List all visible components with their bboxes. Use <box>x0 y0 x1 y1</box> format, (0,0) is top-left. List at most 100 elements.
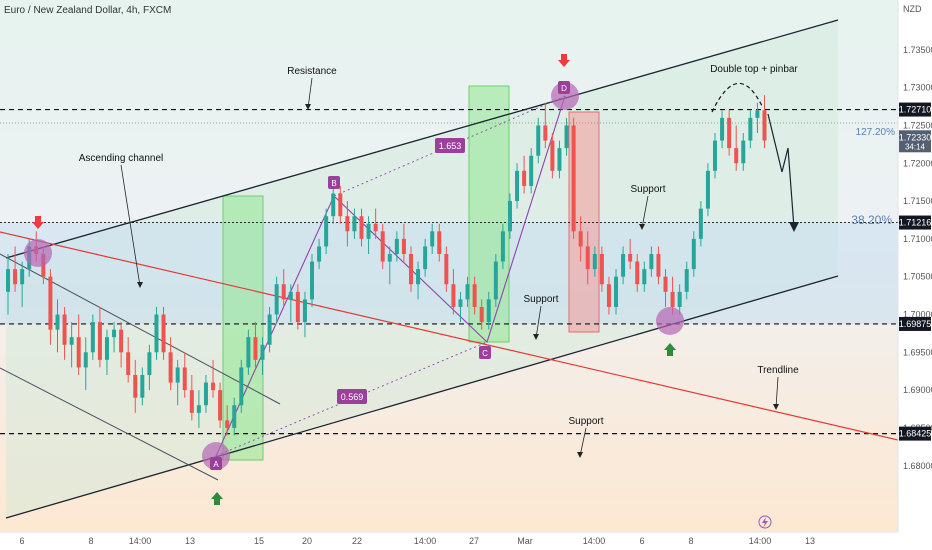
candle-body <box>232 405 237 428</box>
candle-body <box>267 314 272 345</box>
lightning-icon-glyph <box>762 517 768 528</box>
candle-body <box>246 337 251 368</box>
candle-body <box>536 125 541 156</box>
candle-body <box>458 299 463 307</box>
candle-body <box>189 390 194 413</box>
candle-body <box>112 329 117 338</box>
countdown-label: 34:14 <box>905 142 926 151</box>
candle-body <box>741 140 746 164</box>
ratio-label-0: 1.653 <box>439 141 462 151</box>
y-tick-label: 1.69000 <box>903 385 932 395</box>
y-tick-label: 1.68000 <box>903 461 932 471</box>
ratio-box-0 <box>435 138 465 153</box>
candle-body <box>430 231 435 247</box>
current-price-box <box>899 130 931 153</box>
price-axis-bg <box>898 0 932 550</box>
annotation-pointer-1 <box>120 164 141 287</box>
candle-body <box>578 231 583 247</box>
fib-label-38: 38.20% <box>851 213 892 227</box>
pattern-point-box-a <box>210 457 222 470</box>
pattern-point-box-c <box>479 346 491 359</box>
lightning-icon[interactable] <box>758 515 772 529</box>
level-axis-box-1 <box>899 215 931 230</box>
abcd-dotted-ac <box>215 341 488 457</box>
double-top-arc <box>711 82 763 113</box>
annotation-5: Trendline <box>757 365 799 376</box>
x-tick-label: 13 <box>185 536 195 546</box>
pivot-circle-1 <box>202 442 230 470</box>
candle-body <box>83 352 88 368</box>
x-tick-label: 8 <box>88 536 93 546</box>
candle-body <box>698 208 703 239</box>
ratio-box-1 <box>337 389 367 404</box>
candle-body <box>720 117 725 141</box>
pattern-point-box-b <box>328 176 340 189</box>
fib-label-127: 127.20% <box>856 127 896 138</box>
candle-body <box>642 269 647 285</box>
desc-line-2 <box>0 367 219 481</box>
pattern-point-d: D <box>561 84 567 93</box>
candle-body <box>225 420 230 428</box>
pivot-circle-3 <box>656 307 684 335</box>
candle-body <box>543 125 548 141</box>
x-tick-label: 22 <box>352 536 362 546</box>
candle-body <box>656 254 661 277</box>
candle-body <box>748 117 753 141</box>
candle-body <box>663 276 668 292</box>
candle-body <box>324 216 329 247</box>
buy-arrow-1 <box>211 492 223 505</box>
candle-body <box>472 284 477 307</box>
candle-body <box>175 367 180 383</box>
desc-line-1 <box>0 253 281 405</box>
candle-body <box>677 291 682 307</box>
candle-body <box>218 390 223 421</box>
annotation-pointer-head-5 <box>773 404 779 410</box>
candle-body <box>126 352 131 375</box>
annotation-4: Support <box>568 416 603 427</box>
candle-body <box>557 148 562 171</box>
candle-body <box>479 306 484 323</box>
candle-body <box>585 246 590 270</box>
candle-body <box>196 405 201 413</box>
candle-body <box>13 269 18 285</box>
y-tick-label: 1.69500 <box>903 347 932 357</box>
candle-body <box>76 337 81 368</box>
sell-arrow-1 <box>32 216 44 229</box>
candle-body <box>493 261 498 300</box>
candle-body <box>203 382 208 406</box>
candle-body <box>437 231 442 254</box>
level-axis-box-2 <box>899 316 931 331</box>
candle-body <box>522 170 527 186</box>
y-tick-label: 1.70500 <box>903 272 932 282</box>
candle-body <box>684 269 689 292</box>
ratio-label-1: 0.569 <box>341 392 364 402</box>
x-tick-label: 13 <box>805 536 815 546</box>
annotation-2: Support <box>630 184 665 195</box>
candle-body <box>401 238 406 254</box>
blue-zone <box>0 222 898 324</box>
pattern-point-b: B <box>331 179 336 188</box>
candle-body <box>529 155 534 186</box>
candle-body <box>161 314 166 353</box>
candle-body <box>713 140 717 171</box>
candle-body <box>705 170 710 209</box>
candle-body <box>288 291 293 300</box>
candle-body <box>310 261 315 300</box>
x-tick-label: 14:00 <box>583 536 606 546</box>
chart-title: Euro / New Zealand Dollar, 4h, FXCM <box>4 5 171 16</box>
candle-body <box>345 216 350 232</box>
candle-body <box>317 246 322 262</box>
candle-body <box>147 352 152 375</box>
candle-body <box>352 216 357 232</box>
level-axis-label-0: 1.72710 <box>899 105 932 115</box>
candle-body <box>670 291 675 307</box>
candle-body <box>104 337 109 360</box>
candle-body <box>338 193 343 217</box>
level-axis-box-3 <box>899 426 931 441</box>
x-tick-label: 6 <box>19 536 24 546</box>
y-tick-label: 1.73500 <box>903 45 932 55</box>
candle-body <box>281 284 286 300</box>
projection-arrowhead <box>789 222 799 232</box>
